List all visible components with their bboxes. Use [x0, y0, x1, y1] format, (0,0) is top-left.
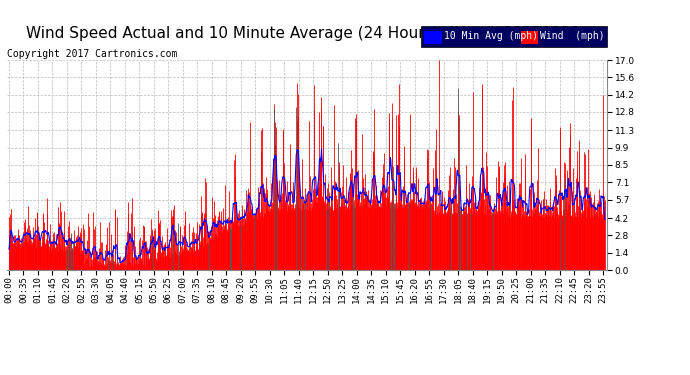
Text: 10 Min Avg (mph): 10 Min Avg (mph) — [444, 32, 538, 41]
Text: Wind Speed Actual and 10 Minute Average (24 Hours)  (New)  20170329: Wind Speed Actual and 10 Minute Average … — [26, 26, 581, 41]
Text: Copyright 2017 Cartronics.com: Copyright 2017 Cartronics.com — [7, 49, 177, 59]
Text: Wind  (mph): Wind (mph) — [540, 32, 605, 41]
